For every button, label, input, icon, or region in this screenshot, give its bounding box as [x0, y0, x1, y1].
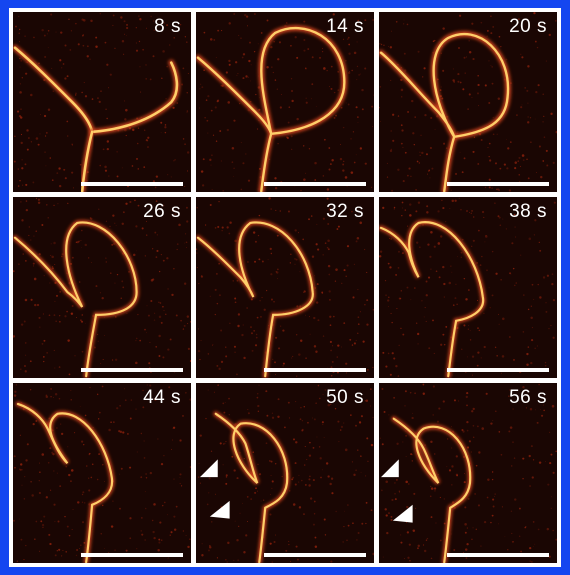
microscopy-image: [13, 198, 191, 378]
microscopy-image: [196, 12, 374, 193]
timestamp-label: 8 s: [154, 16, 181, 37]
scale-bar: [447, 367, 549, 372]
microscopy-image: [13, 383, 191, 563]
panel-4: 26 s: [13, 197, 191, 378]
arrowhead-icon: [392, 504, 413, 523]
panel-3: 20 s: [379, 12, 557, 193]
timestamp-label: 50 s: [326, 386, 364, 408]
scale-bar: [81, 367, 183, 372]
timestamp-label: 14 s: [326, 16, 364, 37]
panel-2: 14 s: [196, 12, 374, 193]
panel-8: 50 s: [196, 382, 374, 563]
arrowhead-icon: [380, 458, 399, 477]
scale-bar: [447, 552, 549, 557]
scale-bar: [81, 182, 183, 187]
arrowhead-icon: [209, 500, 230, 519]
microscopy-image: [379, 198, 556, 378]
scale-bar: [81, 552, 183, 557]
timestamp-label: 32 s: [326, 201, 364, 223]
scale-bar: [447, 182, 549, 187]
timestamp-label: 44 s: [143, 386, 181, 408]
scale-bar: [264, 552, 366, 557]
panel-5: 32 s: [196, 197, 374, 378]
arrowhead-icon: [199, 458, 218, 477]
panel-6: 38 s: [379, 197, 557, 378]
timestamp-label: 20 s: [509, 16, 547, 37]
scale-bar: [264, 182, 366, 187]
microscopy-image: [196, 197, 374, 378]
panel-7: 44 s: [13, 382, 191, 563]
timestamp-label: 26 s: [143, 201, 181, 223]
microscopy-image: [379, 12, 557, 193]
panel-1: 8 s: [13, 12, 191, 193]
microscopy-image: [13, 12, 190, 193]
microscopy-image: [197, 383, 374, 563]
timestamp-label: 38 s: [509, 201, 547, 223]
scale-bar: [264, 367, 366, 372]
microscopy-grid: 8 s 14 s 20 s: [9, 8, 561, 567]
panel-9: 56 s: [379, 382, 557, 563]
timestamp-label: 56 s: [509, 386, 547, 408]
microscopy-image: [379, 383, 557, 563]
